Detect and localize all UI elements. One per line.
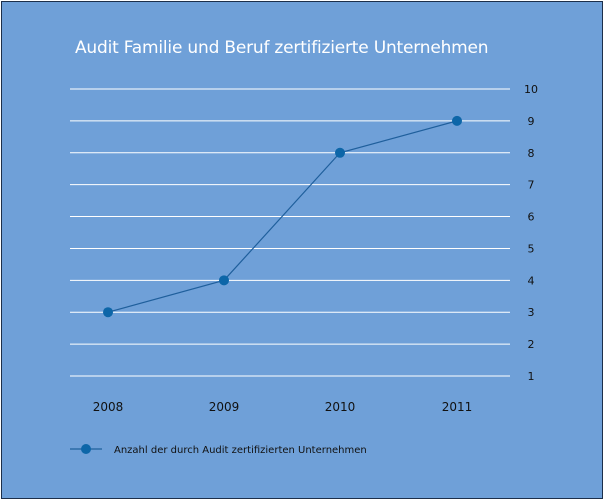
chart-title: Audit Familie und Beruf zertifizierte Un… [75,38,489,58]
gridlines [70,88,510,377]
x-tick-label: 2009 [209,400,240,414]
x-tick-label: 2011 [442,400,473,414]
y-tick-label: 7 [528,179,535,192]
y-tick-label: 5 [528,242,535,255]
data-point [452,115,462,126]
y-tick-label: 2 [528,338,535,351]
x-axis-ticks: 2008 2009 2010 2011 [93,400,473,414]
legend-label: Anzahl der durch Audit zertifizierten Un… [114,445,367,456]
y-tick-label: 6 [528,211,535,224]
x-tick-label: 2008 [93,400,124,414]
series-line [107,120,458,313]
y-tick-label: 9 [528,115,535,128]
data-point [219,275,229,286]
data-point [335,147,345,158]
data-point [103,307,113,318]
y-tick-label: 8 [528,147,535,160]
y-tick-label: 10 [524,83,538,96]
series-layer [103,115,462,318]
x-tick-label: 2010 [325,400,356,414]
legend-marker-swatch [81,444,91,454]
y-tick-label: 3 [528,306,535,319]
y-axis-ticks: 1 2 3 4 5 6 7 8 9 10 [524,83,538,383]
y-tick-label: 1 [528,370,535,383]
y-tick-label: 4 [528,274,535,287]
legend: Anzahl der durch Audit zertifizierten Un… [70,444,367,456]
